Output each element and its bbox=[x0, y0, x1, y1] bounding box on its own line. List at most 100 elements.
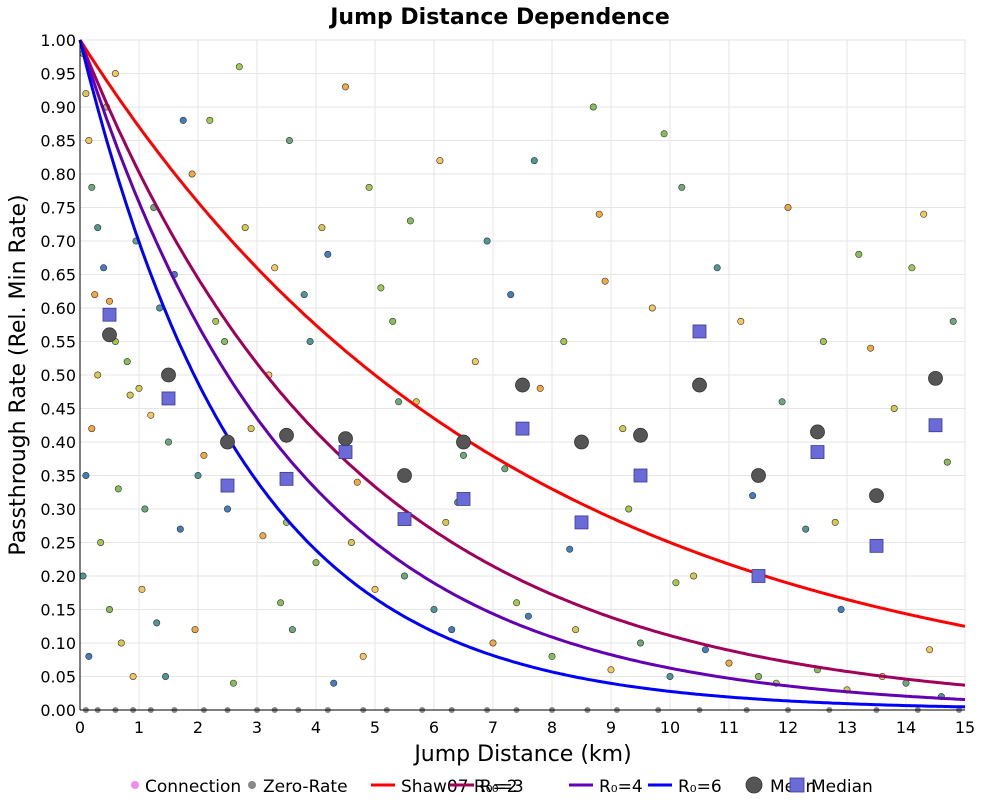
y-tick-label: 0.65 bbox=[40, 266, 76, 285]
connection-point bbox=[259, 532, 267, 540]
mean-marker bbox=[397, 468, 412, 483]
connection-point bbox=[347, 538, 355, 546]
curve-r0_3 bbox=[78, 39, 966, 687]
mean-marker bbox=[692, 377, 707, 393]
connection-point bbox=[138, 585, 146, 593]
connection-point bbox=[819, 337, 827, 345]
connection-point bbox=[672, 579, 680, 587]
connection-point bbox=[513, 599, 521, 607]
y-tick-label: 0.45 bbox=[40, 400, 76, 419]
median-marker bbox=[161, 391, 176, 406]
connection-point bbox=[206, 116, 214, 124]
connection-point bbox=[648, 304, 656, 312]
y-tick-label: 0.95 bbox=[40, 65, 76, 84]
connection-point bbox=[778, 398, 786, 406]
connection-point bbox=[471, 358, 479, 366]
x-tick-label: 10 bbox=[660, 718, 680, 737]
mean-marker bbox=[102, 327, 117, 343]
connection-point bbox=[666, 672, 674, 680]
connection-point bbox=[595, 210, 603, 218]
mean-marker bbox=[456, 434, 471, 450]
connection-point bbox=[300, 291, 308, 299]
connection-point bbox=[141, 505, 149, 513]
median-marker bbox=[220, 478, 235, 493]
connection-point bbox=[224, 505, 232, 513]
median-marker bbox=[751, 569, 766, 583]
x-axis-label: Jump Distance (km) bbox=[412, 742, 631, 767]
connection-point bbox=[867, 344, 875, 352]
connection-point bbox=[524, 612, 532, 620]
connection-point bbox=[135, 384, 143, 392]
connection-point bbox=[129, 672, 137, 680]
axes: 0 1 2 3 4 5 6 7 8 9 10 11 12 13 14 150.000.050.100.150.… bbox=[40, 31, 975, 737]
connection-point bbox=[566, 545, 574, 553]
connection-point bbox=[106, 297, 114, 305]
connection-point bbox=[176, 525, 184, 533]
y-tick-label: 0.15 bbox=[40, 601, 76, 620]
connection-point bbox=[530, 157, 538, 165]
connection-point bbox=[713, 264, 721, 272]
connection-point bbox=[837, 605, 845, 613]
connection-point bbox=[601, 277, 609, 285]
x-tick-label: 6 bbox=[429, 718, 439, 737]
connection-point bbox=[288, 626, 296, 634]
connection-point bbox=[754, 672, 762, 680]
y-tick-label: 0.70 bbox=[40, 232, 76, 251]
connection-point bbox=[459, 451, 467, 459]
median-marker bbox=[102, 307, 117, 322]
mean-marker bbox=[869, 488, 884, 504]
connection-point bbox=[908, 264, 916, 272]
connection-point bbox=[725, 659, 733, 667]
connection-point bbox=[94, 224, 102, 232]
connection-point bbox=[229, 679, 237, 687]
connection-point bbox=[88, 183, 96, 191]
median-marker bbox=[633, 468, 648, 483]
y-tick-label: 0.85 bbox=[40, 132, 76, 151]
connection-point bbox=[100, 264, 108, 272]
connection-point bbox=[212, 317, 220, 325]
y-tick-label: 0.05 bbox=[40, 668, 76, 687]
connection-point bbox=[589, 103, 597, 111]
connection-point bbox=[572, 626, 580, 634]
connection-point bbox=[179, 116, 187, 124]
connection-point bbox=[371, 585, 379, 593]
connection-point bbox=[162, 672, 170, 680]
median-marker bbox=[279, 471, 294, 486]
legend-label-r0_6: R₀=6 bbox=[678, 777, 722, 797]
connection-point bbox=[330, 679, 338, 687]
legend-label-r0_2: Shaw07 R₀=2 bbox=[401, 777, 518, 797]
connection-point bbox=[619, 425, 627, 433]
legend-symbol-zero_rate bbox=[248, 781, 256, 789]
connection-point bbox=[389, 317, 397, 325]
connection-point bbox=[400, 572, 408, 580]
connection-point bbox=[784, 204, 792, 212]
legend-label-r0_4: R₀=4 bbox=[599, 777, 643, 797]
y-tick-label: 0.80 bbox=[40, 165, 76, 184]
connection-point bbox=[690, 572, 698, 580]
x-tick-label: 8 bbox=[547, 718, 557, 737]
connection-point bbox=[247, 425, 255, 433]
connection-point bbox=[285, 137, 293, 145]
connection-point bbox=[91, 291, 99, 299]
connection-point bbox=[625, 505, 633, 513]
connection-point bbox=[855, 250, 863, 258]
connection-point bbox=[341, 83, 349, 91]
y-tick-label: 0.30 bbox=[40, 500, 76, 519]
connection-point bbox=[560, 337, 568, 345]
median-marker bbox=[515, 421, 530, 436]
connection-point bbox=[271, 264, 279, 272]
mean-marker bbox=[279, 427, 294, 443]
connection-point bbox=[501, 465, 509, 473]
median-marker bbox=[928, 418, 943, 433]
connection-point bbox=[660, 130, 668, 138]
connection-point bbox=[106, 605, 114, 613]
x-tick-label: 1 bbox=[134, 718, 144, 737]
curve-r0_2 bbox=[78, 39, 966, 628]
x-tick-label: 11 bbox=[719, 718, 739, 737]
mean-marker bbox=[810, 424, 825, 440]
legend-symbol-mean bbox=[745, 776, 763, 794]
x-tick-label: 14 bbox=[896, 718, 916, 737]
connection-point bbox=[241, 224, 249, 232]
grid bbox=[79, 39, 966, 711]
